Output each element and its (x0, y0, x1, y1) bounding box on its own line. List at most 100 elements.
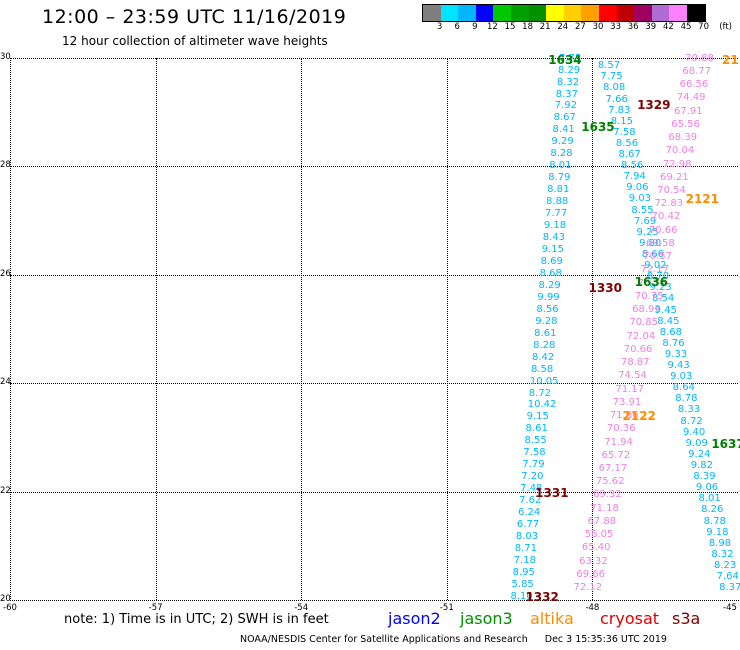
wave-height-value: 8.42 (532, 353, 554, 363)
wave-height-value: 9.15 (527, 412, 549, 422)
wave-height-value: 8.61 (534, 329, 556, 339)
wave-height-value: 9.24 (688, 450, 710, 460)
wave-height-value: 71.94 (604, 438, 633, 448)
wave-height-value: 9.99 (537, 293, 559, 303)
color-swatch (652, 5, 670, 21)
map-subtitle: 12 hour collection of altimeter wave hei… (62, 34, 328, 48)
wave-height-value: 72.04 (627, 332, 656, 342)
wave-height-value: 7.64 (717, 572, 739, 582)
wave-height-value: 72.12 (574, 583, 603, 593)
wave-height-value: 7.20 (521, 472, 543, 482)
wave-height-value: 7.79 (522, 460, 544, 470)
wave-height-value: 8.88 (546, 197, 568, 207)
wave-height-value: 8.57 (598, 61, 620, 71)
color-swatch (423, 5, 441, 21)
color-swatch (529, 5, 547, 21)
wave-height-value: 8.69 (541, 257, 563, 267)
latitude-label: 28 (0, 160, 11, 170)
wave-height-value: 8.01 (698, 494, 720, 504)
track-time-label: 1330 (589, 282, 622, 294)
color-swatch (669, 5, 687, 21)
wave-height-value: 9.82 (691, 461, 713, 471)
wave-height-value: 67.17 (599, 464, 628, 474)
wave-height-value: 71.18 (590, 504, 619, 514)
longitude-label: -51 (440, 603, 454, 613)
wave-height-value: 9.03 (629, 194, 651, 204)
map-title: 12:00 – 23:59 UTC 11/16/2019 (42, 6, 346, 28)
latitude-label: 26 (0, 269, 11, 279)
color-swatch (634, 5, 652, 21)
wave-height-value: 7.58 (613, 128, 635, 138)
wave-height-value: 70.42 (652, 212, 681, 222)
wave-height-value: 8.29 (538, 281, 560, 291)
wave-height-value: 8.79 (548, 173, 570, 183)
color-swatch (617, 5, 635, 21)
wave-height-value: 74.49 (677, 93, 706, 103)
wave-height-value: 8.03 (516, 532, 538, 542)
wave-height-value: 8.67 (618, 150, 640, 160)
wave-height-value: 8.72 (680, 417, 702, 427)
wave-height-value: 7.77 (545, 209, 567, 219)
wave-height-value: 8.29 (558, 66, 580, 76)
wave-height-value: 8.64 (673, 383, 695, 393)
legend-cryosat: cryosat (600, 609, 659, 628)
wave-height-value: 70.85 (629, 318, 658, 328)
color-scale-label: 21 (540, 22, 551, 32)
color-scale-label: 9 (472, 22, 477, 32)
wave-height-value: 8.08 (603, 83, 625, 93)
wave-height-value: 8.32 (711, 550, 733, 560)
wave-height-value: 9.33 (665, 350, 687, 360)
wave-height-value: 8.78 (675, 394, 697, 404)
wave-height-value: 8.43 (543, 233, 565, 243)
wave-height-value: 63.32 (579, 557, 608, 567)
wave-height-value: 9.18 (544, 221, 566, 231)
wave-height-value: 69.66 (576, 570, 605, 580)
latitude-label: 30 (0, 52, 11, 62)
track-time-label: 2122 (623, 410, 656, 422)
wave-height-value: 8.71 (515, 544, 537, 554)
wave-height-value: 72.83 (654, 199, 683, 209)
footer: NOAA/NESDIS Center for Satellite Applica… (240, 634, 667, 645)
color-scale-unit: (ft) (719, 22, 732, 32)
wave-height-value: 7.92 (555, 101, 577, 111)
color-scale-label: 30 (593, 22, 604, 32)
wave-height-value: 74.54 (618, 371, 647, 381)
wave-height-value: 8.78 (704, 517, 726, 527)
color-scale-label: 42 (663, 22, 674, 32)
wave-height-value: 9.29 (551, 137, 573, 147)
color-swatch (511, 5, 529, 21)
wave-height-map: { "title": "12:00 \u2013 23:59 UTC 11/16… (0, 0, 740, 650)
wave-height-value: 72.17 (641, 265, 670, 275)
wave-height-value: 70.88 (685, 54, 714, 64)
wave-height-value: 8.61 (526, 424, 548, 434)
wave-height-value: 8.76 (662, 339, 684, 349)
track-time-label: 1637 (711, 438, 740, 450)
wave-height-value: 70.57 (643, 252, 672, 262)
color-scale-label: 24 (557, 22, 568, 32)
wave-height-value: 8.45 (657, 317, 679, 327)
color-scale-label: 12 (487, 22, 498, 32)
wave-height-value: 8.26 (701, 505, 723, 515)
wave-height-value: 69.21 (660, 173, 689, 183)
wave-height-value: 9.03 (670, 372, 692, 382)
track-time-label: 21 (722, 54, 739, 66)
legend-jason3: jason3 (460, 609, 513, 628)
wave-height-value: 8.28 (550, 149, 572, 159)
wave-height-value: 68.39 (668, 133, 697, 143)
wave-height-value: 8.39 (693, 472, 715, 482)
track-time-label: 1636 (635, 276, 668, 288)
wave-height-value: 71.17 (615, 385, 644, 395)
wave-height-value: 8.98 (709, 539, 731, 549)
wave-height-value: 8.23 (714, 561, 736, 571)
legend-s3a: s3a (672, 609, 700, 628)
wave-height-value: 8.58 (531, 365, 553, 375)
wave-height-value: 65.56 (671, 120, 700, 130)
latitude-label: 24 (0, 377, 11, 387)
longitude-gridline (301, 58, 302, 600)
wave-height-value: 8.68 (540, 269, 562, 279)
wave-height-value: 9.06 (626, 183, 648, 193)
color-swatch (687, 5, 705, 21)
wave-height-value: 9.15 (542, 245, 564, 255)
wave-height-value: 6.77 (517, 520, 539, 530)
wave-height-value: 72.98 (663, 160, 692, 170)
